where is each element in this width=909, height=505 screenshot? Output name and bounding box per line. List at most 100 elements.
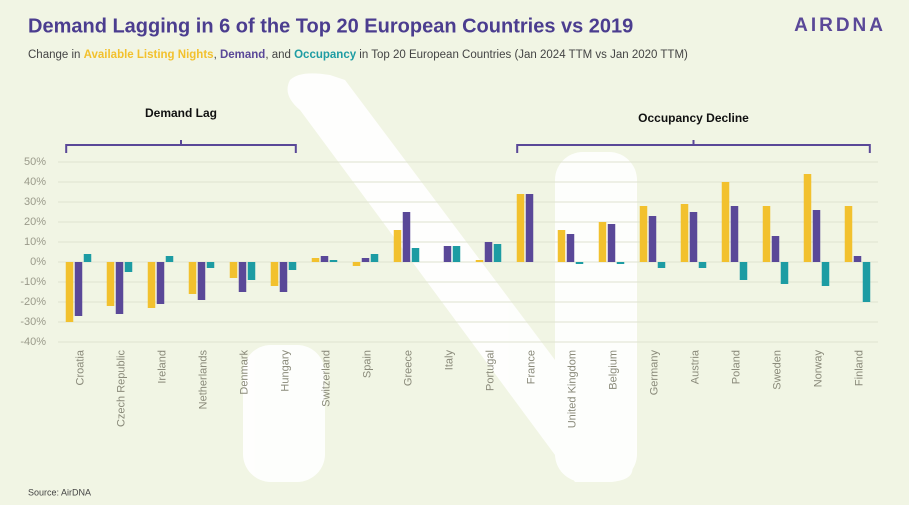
bar xyxy=(853,256,862,262)
bar xyxy=(566,234,575,262)
subtitle-text: in Top 20 European Countries (Jan 2024 T… xyxy=(356,49,688,61)
bar xyxy=(147,262,156,308)
x-tick-label: Finland xyxy=(853,350,865,386)
bar xyxy=(557,230,566,262)
x-tick-label: Spain xyxy=(361,350,373,378)
bar xyxy=(165,256,174,262)
bar xyxy=(730,206,739,262)
x-tick-label: Ireland xyxy=(156,350,168,384)
watermark xyxy=(243,73,637,482)
x-tick-label: Greece xyxy=(402,350,414,386)
bar xyxy=(762,206,771,262)
bar xyxy=(771,236,780,262)
bar xyxy=(484,242,493,262)
bar xyxy=(352,262,361,266)
bar xyxy=(780,262,789,284)
annotation: Occupancy Decline xyxy=(638,111,749,125)
y-tick-label: -20% xyxy=(20,296,46,308)
bar xyxy=(370,254,379,262)
bar xyxy=(689,212,698,262)
subtitle-text: , and xyxy=(265,49,294,61)
bar xyxy=(197,262,206,300)
bar xyxy=(124,262,133,272)
x-tick-label: Switzerland xyxy=(320,350,332,407)
legend-entry: Occupancy xyxy=(294,49,357,61)
bar xyxy=(739,262,748,280)
x-tick-label: Norway xyxy=(812,350,824,388)
bar xyxy=(115,262,124,314)
x-tick-label: Denmark xyxy=(238,350,250,395)
bar xyxy=(74,262,83,316)
x-tick-label: Poland xyxy=(730,350,742,384)
bar xyxy=(247,262,256,280)
x-tick-label: Italy xyxy=(443,350,455,371)
bar xyxy=(575,262,584,264)
bar xyxy=(238,262,247,292)
bracket xyxy=(65,140,297,153)
bar xyxy=(83,254,92,262)
x-tick-label: Sweden xyxy=(771,350,783,390)
bar xyxy=(493,244,502,262)
bar xyxy=(639,206,648,262)
bracket xyxy=(516,140,871,153)
bar xyxy=(270,262,279,286)
bar xyxy=(402,212,411,262)
bar xyxy=(229,262,238,278)
y-tick-label: 0% xyxy=(30,256,46,268)
bar xyxy=(188,262,197,294)
y-tick-label: -30% xyxy=(20,316,46,328)
subtitle: Change in Available Listing Nights, Dema… xyxy=(28,49,688,61)
subtitle-text: , xyxy=(214,49,220,61)
x-tick-label: France xyxy=(525,350,537,384)
bar xyxy=(607,224,616,262)
bar xyxy=(598,222,607,262)
y-tick-label: 20% xyxy=(24,216,46,228)
bar xyxy=(288,262,297,270)
x-tick-label: United Kingdom xyxy=(566,350,578,428)
bar xyxy=(106,262,115,306)
annotation: Demand Lag xyxy=(145,106,217,120)
x-tick-label: Belgium xyxy=(607,350,619,390)
bar xyxy=(443,246,452,262)
x-tick-label: Austria xyxy=(689,349,701,384)
y-tick-label: -10% xyxy=(20,276,46,288)
x-tick-label: Croatia xyxy=(74,349,86,385)
y-tick-label: 50% xyxy=(24,156,46,168)
y-tick-label: 40% xyxy=(24,176,46,188)
logo: AIRDNA xyxy=(794,15,886,36)
bar xyxy=(320,256,329,262)
y-tick-label: 30% xyxy=(24,196,46,208)
bar xyxy=(311,258,320,262)
bar xyxy=(821,262,830,286)
bar xyxy=(206,262,215,268)
bar xyxy=(812,210,821,262)
bar xyxy=(475,260,484,262)
y-tick-label: 10% xyxy=(24,236,46,248)
subtitle-text: Change in xyxy=(28,49,84,61)
legend-entry: Demand xyxy=(220,49,265,61)
x-tick-label: Netherlands xyxy=(197,350,209,410)
bar xyxy=(279,262,288,292)
watermark-bar xyxy=(555,152,637,482)
legend-entry: Available Listing Nights xyxy=(84,49,214,61)
bar xyxy=(393,230,402,262)
source: Source: AirDNA xyxy=(28,487,91,497)
bar xyxy=(452,246,461,262)
y-tick-label: -40% xyxy=(20,336,46,348)
bar xyxy=(721,182,730,262)
bar xyxy=(862,262,871,302)
bar xyxy=(516,194,525,262)
bar xyxy=(648,216,657,262)
bar xyxy=(525,194,534,262)
bar xyxy=(616,262,625,264)
watermark-stroke xyxy=(287,73,633,482)
bar xyxy=(156,262,165,304)
watermark-bar xyxy=(243,345,325,482)
bar xyxy=(844,206,853,262)
x-tick-label: Portugal xyxy=(484,350,496,391)
chart-title: Demand Lagging in 6 of the Top 20 Europe… xyxy=(28,15,633,37)
x-tick-label: Germany xyxy=(648,350,660,396)
x-tick-label: Czech Republic xyxy=(115,350,127,428)
x-tick-label: Hungary xyxy=(279,350,291,392)
